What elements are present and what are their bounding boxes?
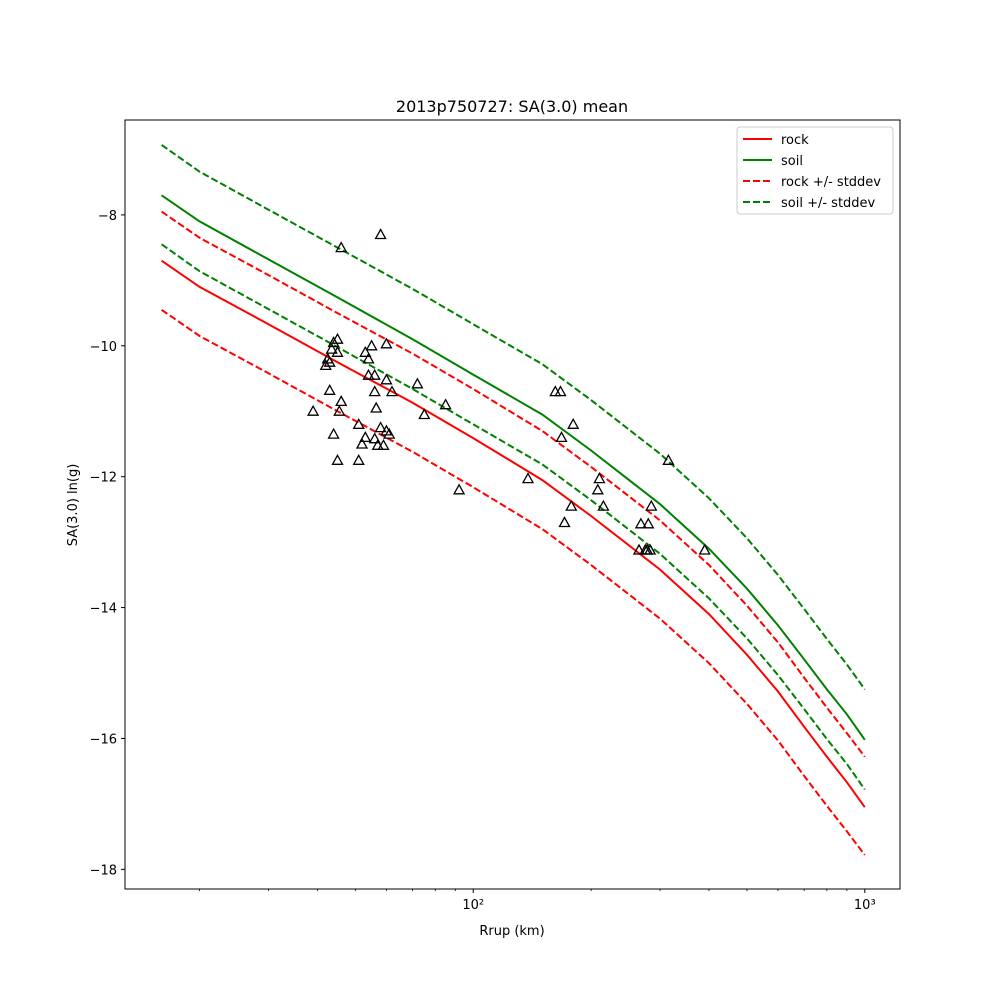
observation-marker (698, 543, 711, 555)
series-line-3 (161, 308, 866, 856)
observation-marker (374, 421, 387, 433)
y-tick-label: −16 (90, 732, 117, 747)
series-line-1 (161, 194, 866, 741)
y-tick-label: −14 (90, 602, 117, 617)
y-tick-label: −8 (98, 209, 117, 224)
observation-marker (642, 517, 655, 529)
axis-ticks: −18 −16 −14 −12 −10 −8 10² 10³ (90, 209, 876, 913)
observation-marker (355, 437, 369, 449)
chart-title: 2013p750727: SA(3.0) mean (396, 97, 628, 116)
legend-label: rock +/- stddev (781, 175, 881, 190)
observation-marker (380, 337, 393, 349)
observation-marker (555, 431, 568, 443)
observation-marker (331, 332, 344, 344)
series-line-2 (161, 210, 866, 758)
observation-marker (365, 339, 378, 351)
series-line-0 (161, 259, 866, 808)
series-group (161, 144, 866, 856)
y-tick-label: −18 (90, 863, 117, 878)
observation-marker (306, 404, 320, 416)
x-axis-label: Rrup (km) (479, 924, 544, 939)
observation-marker (323, 383, 336, 395)
series-line-5 (161, 243, 866, 791)
observation-marker (335, 395, 348, 407)
observation-marker (383, 427, 396, 439)
legend-box (736, 126, 894, 215)
observation-marker (325, 342, 338, 354)
series-line-4 (161, 144, 866, 690)
x-tick-label: 10² (462, 898, 484, 913)
observation-marker (368, 368, 381, 380)
observation-marker (452, 483, 466, 495)
observation-marker (374, 228, 387, 240)
observation-marker (359, 345, 372, 357)
observation-marker (368, 385, 381, 397)
y-tick-label: −10 (90, 340, 117, 355)
observation-marker (370, 401, 383, 413)
legend-label: rock (781, 133, 809, 148)
observation-marker (439, 398, 452, 410)
observation-marker (521, 472, 535, 484)
observation-marker (323, 355, 336, 367)
observation-marker (377, 438, 390, 450)
plot-area (124, 119, 901, 890)
legend-label: soil (781, 154, 803, 169)
observation-marker (643, 543, 657, 555)
observation-marker (591, 483, 604, 495)
observation-marker (567, 417, 580, 429)
observation-marker (645, 499, 658, 511)
observation-marker (352, 453, 365, 465)
axes-frame (124, 119, 901, 890)
y-axis-label: SA(3.0) ln(g) (66, 464, 81, 547)
observation-marker (634, 517, 648, 529)
observation-marker (331, 345, 344, 357)
observation-marker (597, 499, 610, 511)
observation-marker (662, 453, 675, 465)
legend-label: soil +/- stddev (781, 196, 876, 211)
observation-marker (331, 453, 344, 465)
observation-marker (565, 499, 578, 511)
observation-marker (368, 432, 381, 444)
observation-marker (327, 427, 340, 439)
observation-marker (554, 385, 567, 397)
observation-marker (319, 359, 332, 371)
observation-markers (306, 228, 711, 555)
x-tick-label: 10³ (854, 898, 876, 913)
observation-marker (352, 417, 365, 429)
observation-marker (362, 368, 375, 380)
observation-marker (593, 472, 606, 484)
observation-marker (385, 385, 399, 397)
legend: rock soil rock +/- stddev soil +/- stddev (736, 126, 894, 215)
observation-marker (632, 543, 646, 555)
observation-marker (558, 516, 571, 528)
observation-marker (362, 352, 375, 364)
observation-marker (380, 373, 393, 385)
observation-marker (418, 408, 431, 420)
observation-marker (411, 377, 424, 389)
observation-marker (333, 404, 346, 416)
observation-marker (359, 431, 372, 443)
observation-marker (371, 438, 384, 450)
y-tick-label: −12 (90, 471, 117, 486)
observation-marker (335, 241, 348, 253)
